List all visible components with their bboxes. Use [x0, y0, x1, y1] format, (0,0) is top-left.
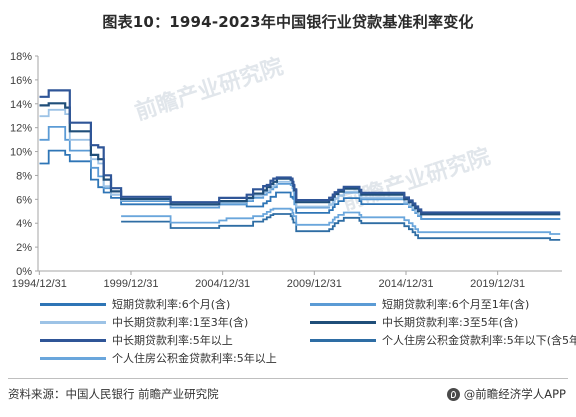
legend-item-4: 中长期贷款利率:3至5年(含)	[310, 314, 518, 330]
legend-swatch	[40, 302, 106, 306]
legend-label: 短期贷款利率:6个月至1年(含)	[382, 298, 530, 311]
legend-swatch	[310, 320, 376, 324]
source-note: 资料来源：中国人民银行 前瞻产业研究院	[8, 387, 219, 401]
brand-text: @前瞻经济学人APP	[463, 387, 566, 401]
legend-label: 个人住房公积金贷款利率:5年以上	[112, 352, 277, 365]
y-tick-label: 4%	[16, 218, 32, 230]
legend-item-1: 短期贷款利率:6个月(含)	[40, 296, 230, 312]
y-tick-label: 14%	[10, 99, 32, 111]
x-tick-label: 2014/12/31	[378, 278, 433, 290]
y-tick-label: 6%	[16, 194, 32, 206]
x-tick-label: 2019/12/31	[470, 278, 525, 290]
y-tick-label: 18%	[10, 51, 32, 63]
legend-label: 中长期贷款利率:1至3年(含)	[112, 316, 249, 329]
legend-label: 短期贷款利率:6个月(含)	[112, 298, 231, 311]
series-line-5	[39, 89, 561, 214]
watermark-1: 前瞻产业研究院	[132, 53, 287, 125]
legend-swatch	[310, 338, 376, 342]
legend-swatch	[310, 302, 376, 306]
brand-logo-icon	[446, 387, 460, 401]
legend-item-5: 中长期贷款利率:5年以上	[40, 332, 233, 348]
brand-credit: @前瞻经济学人APP	[446, 386, 566, 402]
series-layer	[39, 89, 561, 241]
series-line-7	[121, 207, 561, 235]
legend-label: 中长期贷款利率:3至5年(含)	[382, 316, 519, 329]
legend-label: 中长期贷款利率:5年以上	[112, 334, 233, 347]
y-tick-label: 2%	[16, 242, 32, 254]
legend-swatch	[40, 320, 106, 324]
axes: 0% 2% 4% 6% 8% 10% 12% 14% 16% 18% 1994/12/31 1999/…	[10, 51, 562, 290]
y-tick-label: 0%	[16, 266, 32, 278]
y-tick-label: 8%	[16, 170, 32, 182]
chart-title: 图表10：1994-2023年中国银行业贷款基准利率变化	[102, 13, 474, 31]
series-line-6	[121, 213, 561, 241]
legend-item-3: 中长期贷款利率:1至3年(含)	[40, 314, 248, 330]
x-tick-label: 2004/12/31	[195, 278, 250, 290]
legend-item-2: 短期贷款利率:6个月至1年(含)	[310, 296, 529, 312]
legend-swatch	[40, 356, 106, 360]
legend-swatch	[40, 338, 106, 342]
line-chart: 前瞻产业研究院 前瞻产业研究院 0%2%4%6%8%10%12%14%16%18…	[10, 51, 562, 290]
legend-label: 个人住房公积金贷款利率:5年以下(含5年)	[382, 334, 576, 347]
footer-divider	[8, 378, 568, 379]
y-tick-label: 10%	[10, 147, 32, 159]
legend: 短期贷款利率:6个月(含) 短期贷款利率:6个月至1年(含) 中长期贷款利率:1至3…	[0, 296, 576, 370]
legend-item-6: 个人住房公积金贷款利率:5年以下(含5年)	[310, 332, 576, 348]
legend-item-7: 个人住房公积金贷款利率:5年以上	[40, 350, 277, 366]
y-tick-label: 12%	[10, 123, 32, 135]
x-tick-label: 1994/12/31	[12, 278, 67, 290]
series-line-2	[39, 126, 561, 220]
y-tick-label: 16%	[10, 75, 32, 87]
x-tick-label: 1999/12/31	[103, 278, 158, 290]
x-tick-label: 2009/12/31	[287, 278, 342, 290]
